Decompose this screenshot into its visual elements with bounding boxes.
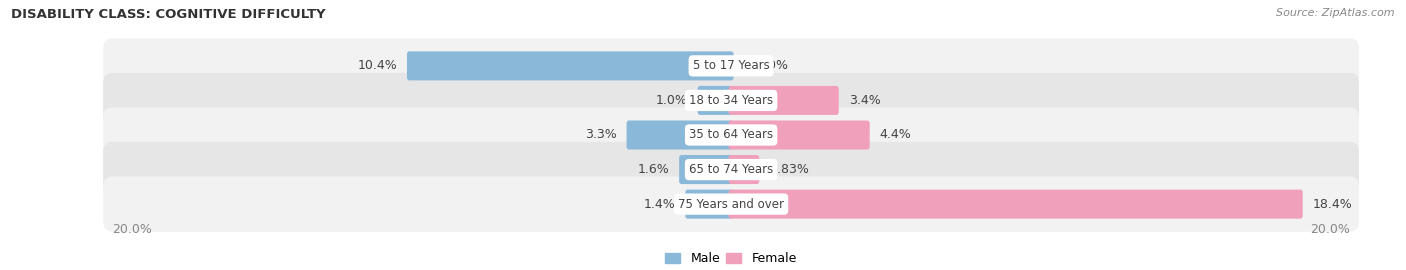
FancyBboxPatch shape bbox=[103, 73, 1360, 128]
FancyBboxPatch shape bbox=[728, 86, 839, 115]
Text: 1.4%: 1.4% bbox=[644, 198, 675, 211]
FancyBboxPatch shape bbox=[697, 86, 734, 115]
FancyBboxPatch shape bbox=[728, 155, 759, 184]
Text: 18 to 34 Years: 18 to 34 Years bbox=[689, 94, 773, 107]
Legend: Male, Female: Male, Female bbox=[661, 247, 801, 270]
Text: 4.4%: 4.4% bbox=[880, 129, 911, 141]
FancyBboxPatch shape bbox=[728, 190, 1303, 219]
Text: 1.6%: 1.6% bbox=[637, 163, 669, 176]
FancyBboxPatch shape bbox=[728, 120, 870, 150]
Text: 3.4%: 3.4% bbox=[849, 94, 880, 107]
Text: 10.4%: 10.4% bbox=[357, 59, 396, 72]
Text: 5 to 17 Years: 5 to 17 Years bbox=[693, 59, 769, 72]
FancyBboxPatch shape bbox=[103, 142, 1360, 197]
Text: 35 to 64 Years: 35 to 64 Years bbox=[689, 129, 773, 141]
FancyBboxPatch shape bbox=[103, 177, 1360, 232]
Text: 20.0%: 20.0% bbox=[1310, 223, 1350, 236]
Text: Source: ZipAtlas.com: Source: ZipAtlas.com bbox=[1277, 8, 1395, 18]
Text: 18.4%: 18.4% bbox=[1313, 198, 1353, 211]
Text: 0.83%: 0.83% bbox=[769, 163, 808, 176]
FancyBboxPatch shape bbox=[103, 107, 1360, 163]
FancyBboxPatch shape bbox=[406, 51, 734, 80]
Text: 1.0%: 1.0% bbox=[657, 94, 688, 107]
FancyBboxPatch shape bbox=[627, 120, 734, 150]
Text: 65 to 74 Years: 65 to 74 Years bbox=[689, 163, 773, 176]
FancyBboxPatch shape bbox=[685, 190, 734, 219]
Text: 20.0%: 20.0% bbox=[112, 223, 152, 236]
Text: 75 Years and over: 75 Years and over bbox=[678, 198, 785, 211]
FancyBboxPatch shape bbox=[103, 38, 1360, 93]
FancyBboxPatch shape bbox=[679, 155, 734, 184]
Text: DISABILITY CLASS: COGNITIVE DIFFICULTY: DISABILITY CLASS: COGNITIVE DIFFICULTY bbox=[11, 8, 326, 21]
Text: 0.0%: 0.0% bbox=[756, 59, 787, 72]
Text: 3.3%: 3.3% bbox=[585, 129, 617, 141]
